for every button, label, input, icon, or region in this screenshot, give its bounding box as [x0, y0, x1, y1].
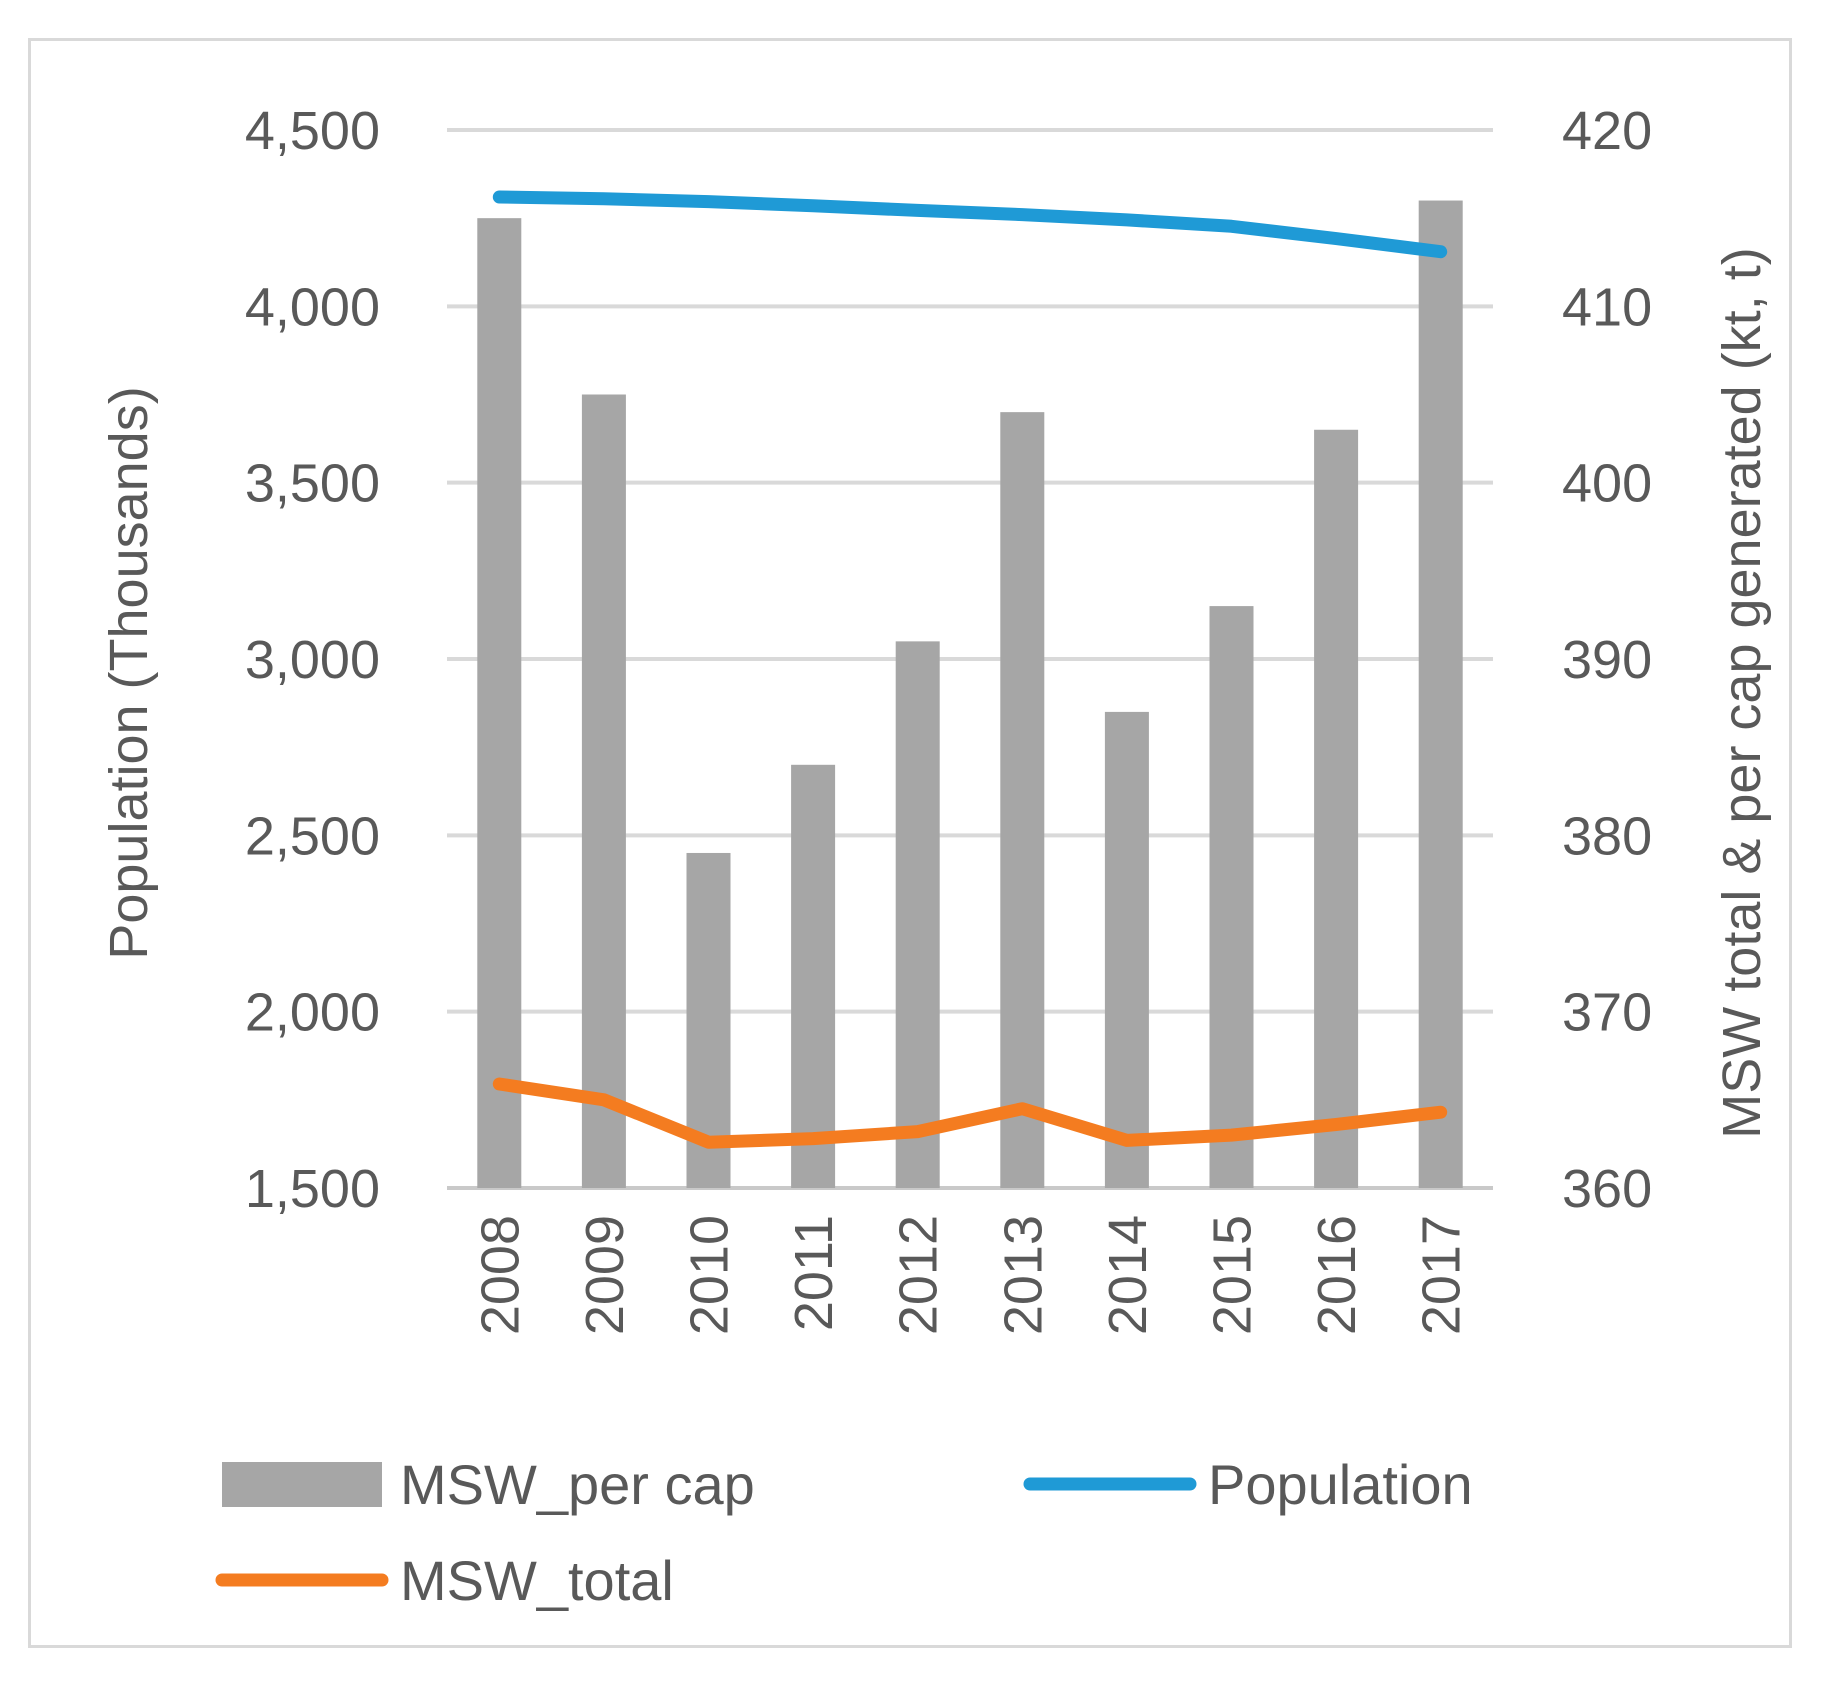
x-tick-label: 2016 [1307, 1215, 1367, 1335]
bar [791, 764, 836, 1188]
x-tick-label: 2008 [470, 1215, 530, 1335]
left-tick-label: 4,500 [245, 101, 380, 161]
left-tick-label: 2,500 [245, 806, 380, 866]
x-axis-ticks: 2008 2009 2010 2011 2012 2013 2014 2015 2016 2017 [470, 1215, 1471, 1335]
x-tick-label: 2010 [680, 1215, 740, 1335]
left-tick-label: 3,500 [245, 454, 380, 514]
msw-total-line [492, 1077, 1448, 1149]
left-tick-label: 1,500 [245, 1159, 380, 1219]
x-tick-label: 2009 [575, 1215, 635, 1335]
bar [477, 218, 522, 1188]
right-tick-label: 370 [1562, 983, 1652, 1043]
population-line [492, 190, 1448, 259]
bar [1209, 606, 1254, 1188]
bar [1000, 412, 1045, 1189]
legend-label-msw-per-cap: MSW_per cap [400, 1453, 755, 1516]
right-tick-label: 420 [1562, 101, 1652, 161]
bar [1418, 200, 1463, 1189]
left-tick-label: 2,000 [245, 983, 380, 1043]
bar [895, 641, 940, 1188]
bar [1104, 711, 1149, 1188]
bar [581, 394, 626, 1188]
left-tick-label: 3,000 [245, 630, 380, 690]
right-axis-title: MSW total & per cap generated (kt, t) [1712, 247, 1772, 1138]
x-tick-label: 2017 [1412, 1215, 1472, 1335]
left-tick-label: 4,000 [245, 277, 380, 337]
right-axis-ticks: 360 370 380 390 400 410 420 [1562, 101, 1652, 1219]
legend: MSW_per cap Population MSW_total [215, 1453, 1473, 1612]
right-tick-label: 360 [1562, 1159, 1652, 1219]
x-tick-label: 2014 [1098, 1215, 1158, 1335]
bar [1314, 429, 1359, 1188]
legend-label-msw-total: MSW_total [400, 1549, 674, 1612]
legend-swatch-msw-per-cap [222, 1462, 382, 1507]
x-tick-label: 2013 [993, 1215, 1053, 1335]
right-tick-label: 390 [1562, 630, 1652, 690]
left-axis-ticks: 1,500 2,000 2,500 3,000 3,500 4,000 4,500 [245, 101, 380, 1219]
right-tick-label: 400 [1562, 454, 1652, 514]
line-series [492, 190, 1448, 1149]
x-tick-label: 2012 [889, 1215, 949, 1335]
x-tick-label: 2015 [1203, 1215, 1263, 1335]
x-tick-label: 2011 [784, 1215, 844, 1331]
bar-series-msw-per-cap [477, 200, 1463, 1189]
right-tick-label: 410 [1562, 277, 1652, 337]
left-axis-title: Population (Thousands) [99, 386, 159, 959]
legend-label-population: Population [1208, 1453, 1473, 1516]
right-tick-label: 380 [1562, 806, 1652, 866]
